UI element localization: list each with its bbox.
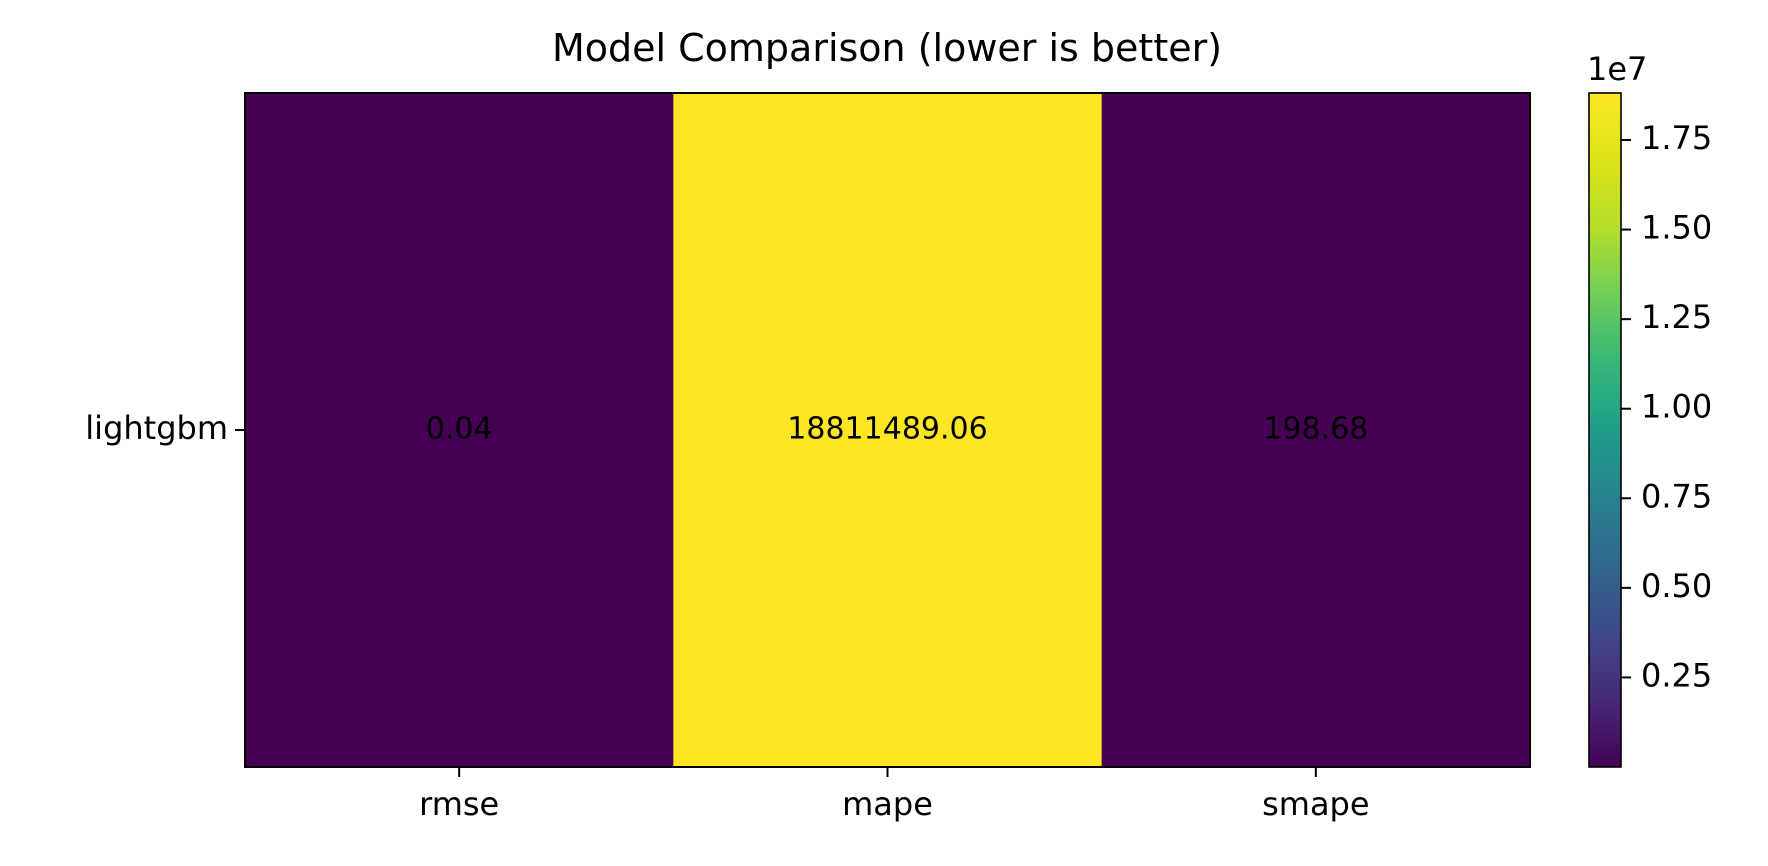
cell-value-label: 0.04 bbox=[426, 412, 493, 447]
heatmap-cells bbox=[245, 93, 1531, 767]
x-tick-label: mape bbox=[842, 785, 933, 823]
x-tick-label: rmse bbox=[419, 785, 499, 823]
colorbar-tick-label: 1.25 bbox=[1641, 298, 1712, 336]
colorbar-tick-label: 0.75 bbox=[1641, 477, 1712, 515]
colorbar-multiplier: 1e7 bbox=[1587, 50, 1647, 88]
x-axis: rmse mape smape bbox=[419, 767, 1370, 823]
heatmap-cell bbox=[1101, 93, 1531, 767]
colorbar bbox=[1588, 92, 1622, 768]
colorbar-tick-label: 0.50 bbox=[1641, 567, 1712, 605]
x-tick-label: smape bbox=[1262, 785, 1369, 823]
cell-value-label: 198.68 bbox=[1263, 412, 1368, 447]
heatmap-cell bbox=[673, 93, 1103, 767]
chart-title: Model Comparison (lower is better) bbox=[552, 26, 1222, 70]
heatmap-cell-labels: 0.04 18811489.06 198.68 bbox=[426, 412, 1369, 447]
colorbar-tick-label: 1.50 bbox=[1641, 209, 1712, 247]
y-axis: lightgbm bbox=[85, 409, 245, 447]
heatmap-cell bbox=[245, 93, 674, 767]
colorbar-tick-label: 1.00 bbox=[1641, 388, 1712, 426]
y-tick-label: lightgbm bbox=[85, 409, 228, 447]
cell-value-label: 18811489.06 bbox=[787, 412, 987, 447]
colorbar-tick-label: 1.75 bbox=[1641, 119, 1712, 157]
colorbar-axis: 0.25 0.50 0.75 1.00 1.25 1.50 1.75 bbox=[1621, 119, 1712, 694]
colorbar-tick-label: 0.25 bbox=[1641, 656, 1712, 694]
